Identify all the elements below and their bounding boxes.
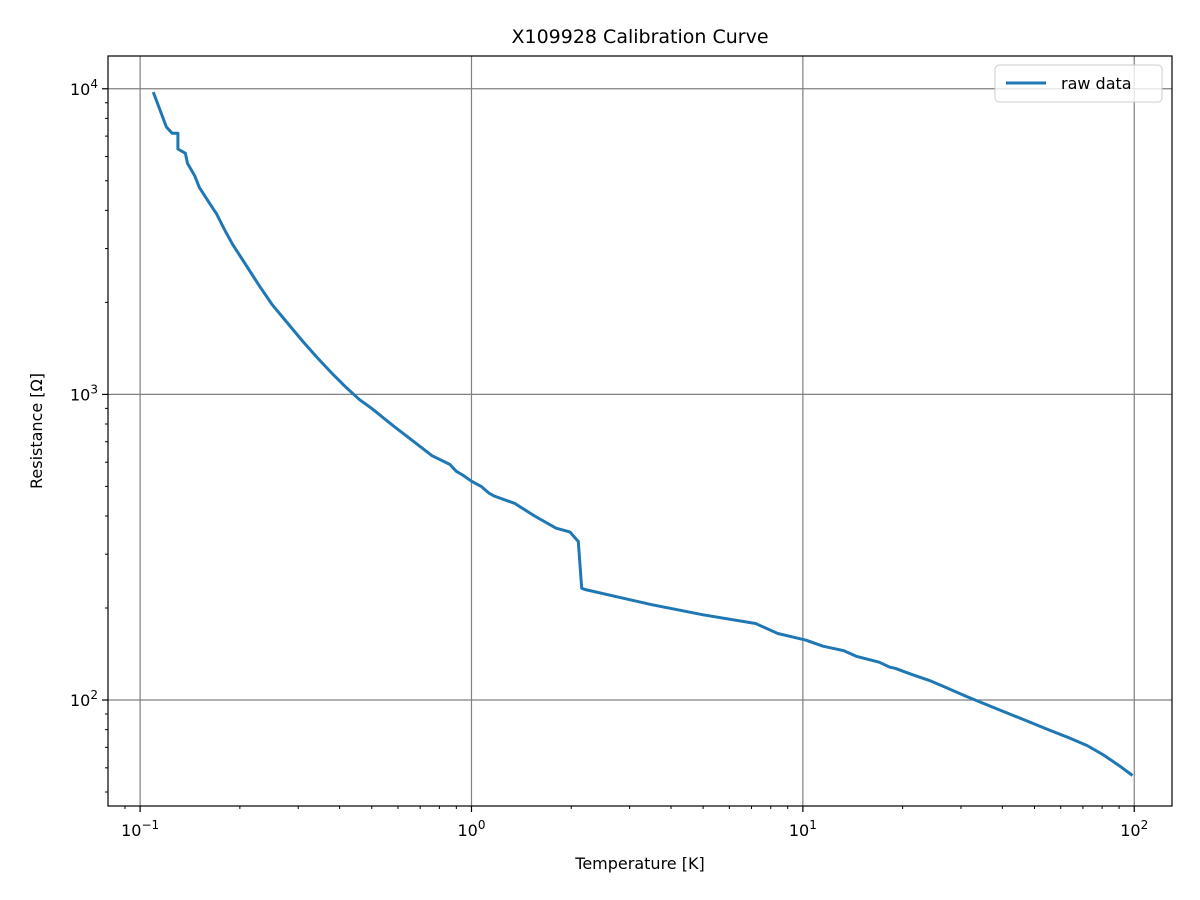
x-tick-label: 100	[457, 818, 485, 840]
plot-area-frame	[107, 55, 1173, 807]
legend: raw data	[994, 64, 1163, 103]
series-layer	[151, 91, 1134, 777]
x-tick-label: 10−1	[121, 818, 159, 840]
y-tick-label: 103	[70, 382, 98, 404]
legend-label: raw data	[1061, 74, 1132, 93]
legend-box	[994, 64, 1163, 103]
grid-lines	[108, 56, 1172, 806]
x-tick-label: 102	[1120, 818, 1148, 840]
series-line-raw-data	[151, 91, 1134, 777]
x-axis-label: Temperature [K]	[574, 854, 704, 873]
axis-ticks: 10−1 100 101 102 102 103 104	[70, 77, 1148, 840]
x-tick-label: 101	[789, 818, 817, 840]
y-tick-label: 104	[70, 77, 98, 99]
y-axis-label: Resistance [Ω]	[27, 373, 46, 489]
y-tick-label: 102	[70, 688, 98, 710]
chart-title: X109928 Calibration Curve	[511, 26, 768, 48]
